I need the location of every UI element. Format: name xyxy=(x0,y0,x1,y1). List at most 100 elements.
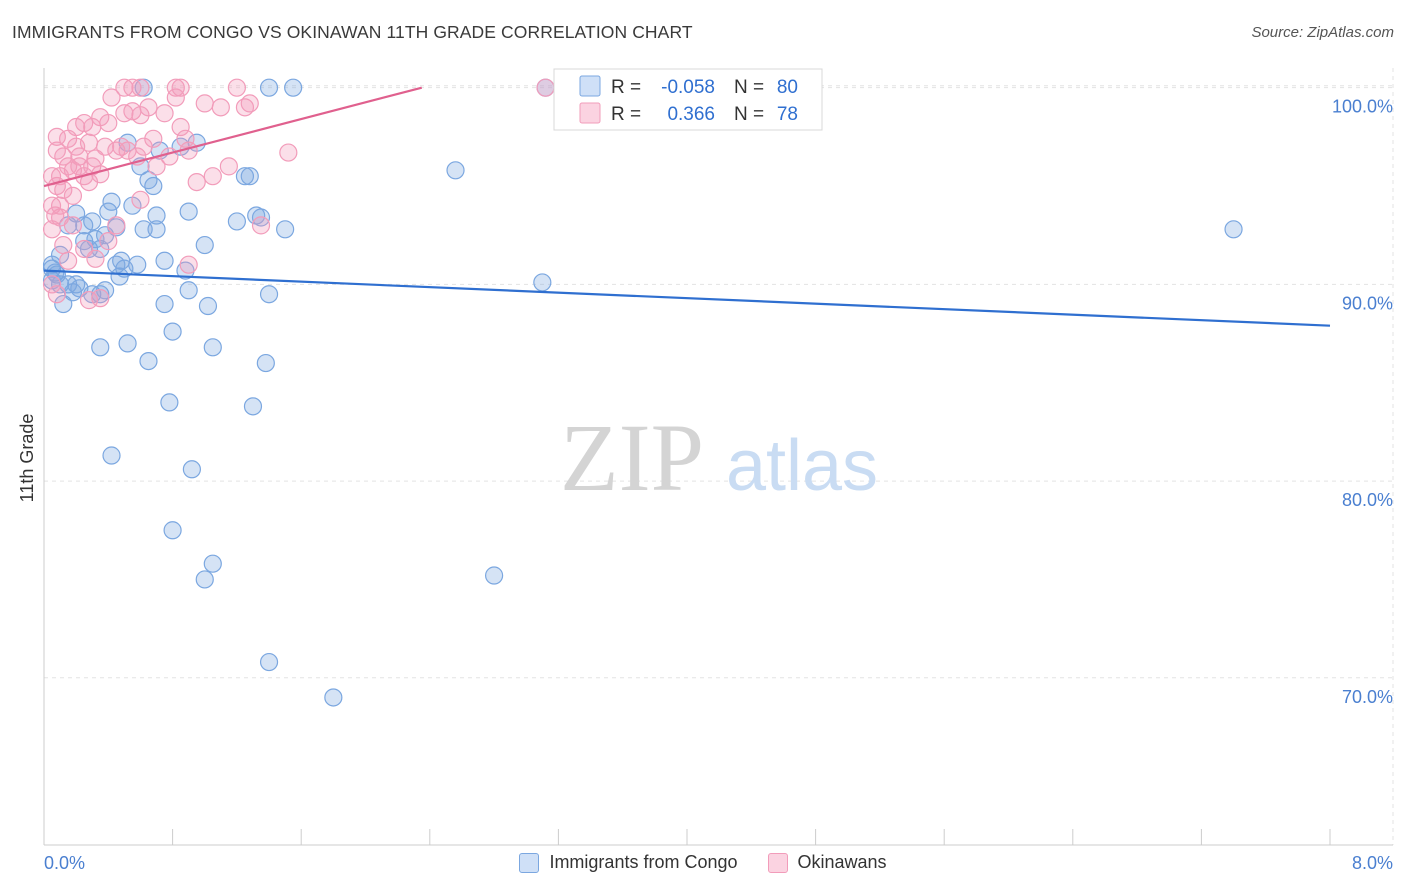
point-okinawans xyxy=(166,88,185,107)
point-congo xyxy=(160,393,179,412)
y-tick-label: 70.0% xyxy=(1342,687,1393,707)
point-congo xyxy=(155,251,174,270)
x-tick-label: 8.0% xyxy=(1352,853,1393,873)
point-congo xyxy=(198,296,218,316)
point-congo xyxy=(324,688,343,707)
point-okinawans xyxy=(131,190,150,209)
point-okinawans xyxy=(279,143,298,162)
axes xyxy=(43,68,1393,846)
point-okinawans xyxy=(160,147,179,166)
point-congo xyxy=(163,521,182,540)
legend-inset: R = -0.058 N = 80 R = 0.366 N = 78 xyxy=(553,68,823,131)
point-congo xyxy=(235,167,255,186)
point-congo xyxy=(139,351,158,371)
point-okinawans xyxy=(47,127,66,146)
point-congo xyxy=(134,220,153,239)
legend-inset-swatch-congo xyxy=(579,75,601,97)
point-okinawans xyxy=(79,291,99,310)
legend-item-okinawans[interactable]: Okinawans xyxy=(767,852,887,873)
point-okinawans xyxy=(211,98,230,117)
y-tick-label: 90.0% xyxy=(1342,293,1393,313)
point-okinawans xyxy=(171,117,190,137)
point-okinawans xyxy=(166,78,185,97)
point-congo xyxy=(147,220,166,239)
point-congo xyxy=(139,171,158,190)
point-congo xyxy=(99,202,118,221)
source-label: Source: ZipAtlas.com xyxy=(1251,24,1394,41)
point-congo xyxy=(83,212,102,231)
point-okinawans xyxy=(219,157,238,176)
point-okinawans xyxy=(187,172,206,192)
legend-inset-r-value: 0.366 xyxy=(667,104,715,125)
point-okinawans xyxy=(115,78,134,97)
legend-swatch-okinawans xyxy=(767,852,788,873)
point-congo xyxy=(102,192,121,211)
point-congo xyxy=(259,78,279,97)
point-okinawans xyxy=(107,216,126,235)
point-okinawans xyxy=(91,165,110,184)
point-congo xyxy=(128,255,147,274)
point-congo xyxy=(284,78,303,97)
point-congo xyxy=(203,338,222,357)
point-okinawans xyxy=(171,78,190,97)
point-congo xyxy=(147,206,166,225)
legend-inset-r-value: -0.058 xyxy=(661,77,715,98)
legend-inset-n-value: 80 xyxy=(777,77,798,98)
point-okinawans xyxy=(95,137,115,156)
trend-line-congo xyxy=(43,269,1331,327)
point-okinawans xyxy=(251,216,271,235)
point-okinawans xyxy=(70,157,89,176)
point-okinawans xyxy=(47,285,66,304)
y-tick-labels: 70.0% 80.0% 90.0% 100.0% xyxy=(1332,97,1393,707)
point-congo xyxy=(240,167,259,186)
point-congo xyxy=(533,273,552,292)
point-congo xyxy=(144,176,163,196)
point-okinawans xyxy=(131,78,150,97)
point-congo xyxy=(195,235,214,255)
point-okinawans xyxy=(536,78,555,97)
legend-label-congo: Immigrants from Congo xyxy=(549,852,738,872)
trend-line-okinawans xyxy=(43,86,423,188)
legend-inset-n-value: 78 xyxy=(777,104,798,125)
point-okinawans xyxy=(102,88,121,107)
point-congo xyxy=(118,334,137,353)
point-okinawans xyxy=(54,147,73,166)
point-congo xyxy=(155,294,174,314)
legend-inset-r-label: R = xyxy=(611,77,641,98)
legend-label-okinawans: Okinawans xyxy=(797,852,887,872)
point-congo xyxy=(251,208,271,227)
point-congo xyxy=(54,294,73,314)
legend-inset-n-label: N = xyxy=(734,104,764,125)
point-congo xyxy=(446,161,465,180)
point-congo xyxy=(243,397,263,416)
legend: Immigrants from Congo Okinawans xyxy=(0,852,1406,873)
legend-item-congo[interactable]: Immigrants from Congo xyxy=(519,852,738,873)
y-axis-label: 11th Grade xyxy=(17,414,37,503)
point-okinawans xyxy=(176,129,195,148)
point-okinawans xyxy=(240,94,259,113)
point-congo xyxy=(485,566,504,585)
point-okinawans xyxy=(86,249,105,268)
point-okinawans xyxy=(91,289,110,308)
point-okinawans xyxy=(99,232,118,251)
point-congo xyxy=(227,212,246,231)
point-okinawans xyxy=(63,186,83,205)
point-okinawans xyxy=(42,275,62,294)
watermark: ZIP atlas xyxy=(560,404,878,511)
x-tick-label: 0.0% xyxy=(44,853,85,873)
point-okinawans xyxy=(139,98,158,117)
point-congo xyxy=(256,353,275,373)
y-tick-label: 100.0% xyxy=(1332,97,1393,117)
point-congo xyxy=(195,570,214,589)
point-congo xyxy=(102,446,121,465)
point-congo xyxy=(182,460,201,479)
legend-swatch-congo xyxy=(519,852,540,873)
y-tick-label: 80.0% xyxy=(1342,490,1393,510)
point-congo xyxy=(179,281,198,300)
point-okinawans xyxy=(99,113,118,133)
watermark-atlas: atlas xyxy=(726,426,878,506)
point-congo xyxy=(179,202,198,221)
point-okinawans xyxy=(79,133,99,152)
point-okinawans xyxy=(54,235,73,255)
legend-inset-r-label: R = xyxy=(611,104,641,125)
